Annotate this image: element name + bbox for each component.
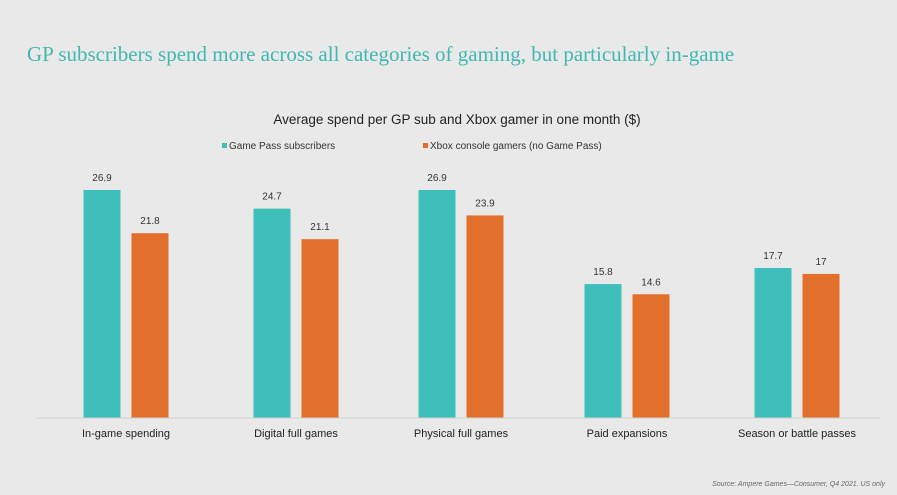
bar-gp-2	[418, 190, 456, 418]
data-label-gp-2: 26.9	[427, 173, 447, 184]
legend-label-xbox: Xbox console gamers (no Game Pass)	[430, 141, 602, 152]
data-label-gp-4: 17.7	[763, 251, 783, 262]
x-tick-label-0: In-game spending	[82, 428, 170, 440]
legend-label-gp: Game Pass subscribers	[229, 141, 335, 152]
legend: Game Pass subscribers Xbox console gamers…	[222, 141, 602, 152]
bar-gp-3	[584, 284, 622, 418]
x-tick-label-4: Season or battle passes	[738, 428, 857, 440]
data-label-gp-1: 24.7	[262, 192, 282, 203]
legend-swatch-gp	[222, 143, 227, 148]
legend-swatch-xbox	[423, 143, 428, 148]
data-label-xbox-0: 21.8	[140, 216, 160, 227]
slide-title: GP subscribers spend more across all cat…	[27, 42, 735, 66]
x-tick-labels: In-game spending Digital full games Physic…	[82, 428, 857, 440]
data-label-xbox-4: 17	[815, 257, 827, 268]
data-label-xbox-2: 23.9	[475, 198, 495, 209]
x-tick-label-2: Physical full games	[414, 428, 509, 440]
data-label-gp-3: 15.8	[593, 267, 613, 278]
bar-gp-1	[253, 208, 291, 418]
bar-xbox-4	[802, 273, 840, 418]
chart-title: Average spend per GP sub and Xbox gamer …	[273, 112, 640, 127]
data-label-xbox-3: 14.6	[641, 277, 661, 288]
bar-xbox-3	[632, 294, 670, 418]
data-label-xbox-1: 21.1	[310, 222, 330, 233]
source-note: Source: Ampere Games—Consumer, Q4 2021. …	[712, 481, 885, 488]
bar-xbox-0	[131, 233, 169, 418]
x-tick-label-3: Paid expansions	[587, 428, 668, 440]
bar-xbox-1	[301, 239, 339, 418]
bar-gp-0	[83, 190, 121, 418]
x-tick-label-1: Digital full games	[254, 428, 338, 440]
bar-xbox-2	[466, 215, 504, 418]
data-label-gp-0: 26.9	[92, 173, 112, 184]
bars: 26.9 21.8 24.7 21.1 26.9 23.9 15.8 14.6 17.7 17	[83, 173, 840, 418]
bar-gp-4	[754, 267, 792, 418]
